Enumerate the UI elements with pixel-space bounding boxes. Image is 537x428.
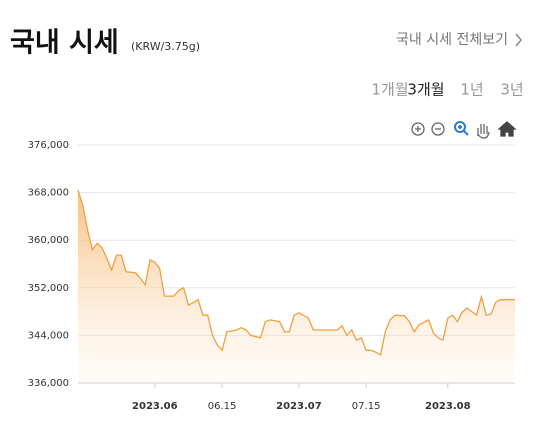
home[interactable] (497, 121, 517, 137)
y-tick-label: 344,000 (28, 330, 69, 341)
tab[interactable]: 3년 (500, 81, 523, 99)
title: 국내 시세 (10, 28, 119, 59)
pan[interactable] (477, 124, 490, 139)
zoom-out[interactable] (431, 122, 445, 136)
toolbar (411, 121, 517, 139)
x-tick-label: 2023.06 (132, 401, 178, 412)
zoom-select[interactable] (454, 121, 466, 133)
line (77, 190, 515, 357)
y-tick-label: 360,000 (28, 235, 69, 246)
tab[interactable]: 1년 (460, 81, 483, 99)
x-tick-label: 2023.08 (425, 401, 471, 412)
y-tick-label: 336,000 (28, 378, 69, 389)
more-link[interactable]: 국내 시세 전체보기 (396, 32, 508, 48)
zoom-in[interactable] (411, 122, 425, 136)
y-tick-label: 352,000 (28, 283, 69, 294)
x-tick-label: 2023.07 (276, 401, 322, 412)
x-tick-label: 07.15 (352, 401, 381, 412)
y-tick-label: 376,000 (28, 140, 69, 151)
tab[interactable]: 1개월 (371, 81, 408, 99)
chevron[interactable] (515, 33, 522, 47)
area (78, 190, 515, 383)
x-tick-label: 06.15 (208, 401, 237, 412)
y-tick-label: 368,000 (28, 188, 69, 199)
tab[interactable]: 3개월 (407, 81, 444, 99)
unit: (KRW/3.75g) (131, 40, 200, 53)
